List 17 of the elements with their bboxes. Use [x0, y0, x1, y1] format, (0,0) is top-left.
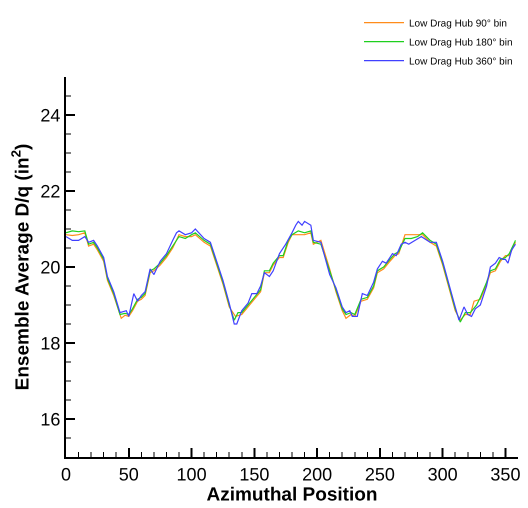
x-tick-label: 250	[364, 464, 395, 485]
x-tick-label: 200	[302, 464, 332, 485]
x-tick-label: 150	[239, 464, 270, 485]
x-axis-title: Azimuthal Position	[206, 484, 378, 506]
x-tick-label: 300	[428, 464, 458, 485]
x-tick-label: 350	[490, 464, 520, 485]
x-tick-label: 50	[118, 464, 139, 485]
y-tick-label: 24	[40, 105, 60, 126]
legend-label: Low Drag Hub 360° bin	[409, 56, 513, 68]
y-tick-label: 22	[40, 181, 60, 202]
x-tick-label: 100	[176, 464, 207, 485]
y-tick-label: 16	[40, 409, 60, 430]
legend-label: Low Drag Hub 90° bin	[409, 18, 507, 30]
x-tick-label: 0	[60, 464, 72, 485]
y-tick-label: 20	[40, 257, 60, 278]
y-tick-label: 18	[40, 333, 60, 354]
legend-label: Low Drag Hub 180° bin	[409, 38, 513, 48]
